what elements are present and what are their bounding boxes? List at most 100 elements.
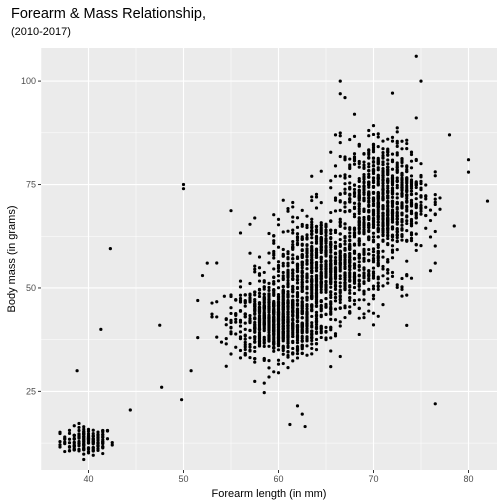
data-point: [305, 214, 309, 218]
data-point: [310, 258, 314, 262]
data-point: [414, 216, 418, 220]
data-point: [357, 282, 361, 286]
data-point: [414, 242, 418, 247]
data-point: [338, 232, 342, 236]
data-point: [338, 192, 342, 196]
data-point: [96, 441, 100, 446]
data-point: [329, 276, 333, 280]
data-point: [105, 429, 110, 433]
data-point: [253, 316, 257, 320]
data-point: [286, 301, 290, 305]
data-point: [338, 324, 342, 328]
data-point: [386, 153, 390, 157]
data-point: [367, 221, 371, 226]
data-point: [367, 182, 371, 187]
data-point: [291, 220, 295, 224]
data-point: [324, 338, 328, 342]
data-point: [300, 321, 304, 325]
data-point: [357, 241, 361, 245]
data-point: [371, 231, 376, 235]
data-point: [390, 234, 395, 238]
data-point: [367, 128, 371, 133]
data-point: [362, 292, 366, 296]
data-point: [101, 441, 105, 445]
data-point: [381, 151, 385, 155]
data-point: [348, 157, 352, 161]
data-point: [291, 359, 295, 363]
data-point: [96, 432, 100, 436]
data-point: [376, 281, 380, 285]
data-point: [295, 335, 300, 339]
data-point: [253, 340, 257, 344]
data-point: [348, 272, 352, 276]
data-point: [395, 192, 399, 196]
data-point: [333, 318, 338, 322]
data-point: [419, 175, 423, 179]
data-point: [376, 223, 380, 227]
data-point: [371, 311, 376, 315]
data-point: [300, 309, 304, 313]
data-point: [305, 223, 309, 227]
data-point: [319, 238, 323, 242]
data-point: [329, 302, 333, 307]
data-point: [395, 144, 399, 148]
data-point: [276, 300, 281, 304]
data-point: [381, 139, 385, 143]
data-point: [409, 212, 414, 216]
data-point: [424, 183, 428, 187]
data-point: [395, 230, 399, 234]
data-point: [310, 223, 314, 227]
data-point: [91, 445, 95, 450]
data-point: [357, 216, 361, 220]
data-point: [348, 174, 352, 178]
data-point: [367, 165, 371, 169]
data-point: [314, 320, 319, 324]
data-point: [405, 190, 409, 194]
data-point: [82, 448, 86, 452]
data-point: [262, 344, 266, 348]
data-point: [300, 242, 304, 246]
data-point: [338, 134, 342, 138]
data-point: [367, 168, 371, 173]
data-point: [367, 247, 371, 252]
data-point: [395, 179, 399, 183]
data-point: [276, 269, 281, 273]
data-point: [324, 244, 328, 248]
data-point: [333, 198, 338, 202]
data-point: [343, 266, 347, 271]
data-point: [338, 281, 342, 285]
data-point: [243, 353, 247, 357]
data-point: [243, 315, 247, 319]
data-point: [276, 342, 281, 346]
data-point: [295, 341, 300, 345]
data-point: [310, 288, 314, 292]
data-point: [262, 381, 266, 385]
data-point: [381, 284, 385, 288]
data-point: [300, 248, 304, 252]
data-point: [238, 231, 243, 235]
data-point: [338, 277, 342, 281]
data-point: [357, 263, 361, 268]
data-point: [314, 269, 319, 273]
data-point: [352, 285, 357, 290]
data-point: [376, 135, 380, 139]
data-point: [229, 209, 233, 213]
data-point: [348, 137, 352, 142]
data-point: [338, 92, 342, 96]
data-point: [67, 449, 72, 453]
data-point: [371, 164, 376, 168]
data-point: [310, 261, 314, 265]
data-point: [348, 209, 352, 213]
data-point: [414, 181, 418, 185]
data-point: [414, 212, 418, 216]
data-point: [352, 263, 357, 267]
data-point: [338, 300, 342, 305]
data-point: [390, 91, 395, 95]
data-point: [281, 198, 285, 202]
data-point: [319, 223, 323, 227]
data-point: [362, 252, 366, 256]
data-point: [300, 260, 304, 264]
data-point: [324, 225, 328, 229]
data-point: [291, 317, 295, 321]
data-point: [243, 347, 247, 352]
